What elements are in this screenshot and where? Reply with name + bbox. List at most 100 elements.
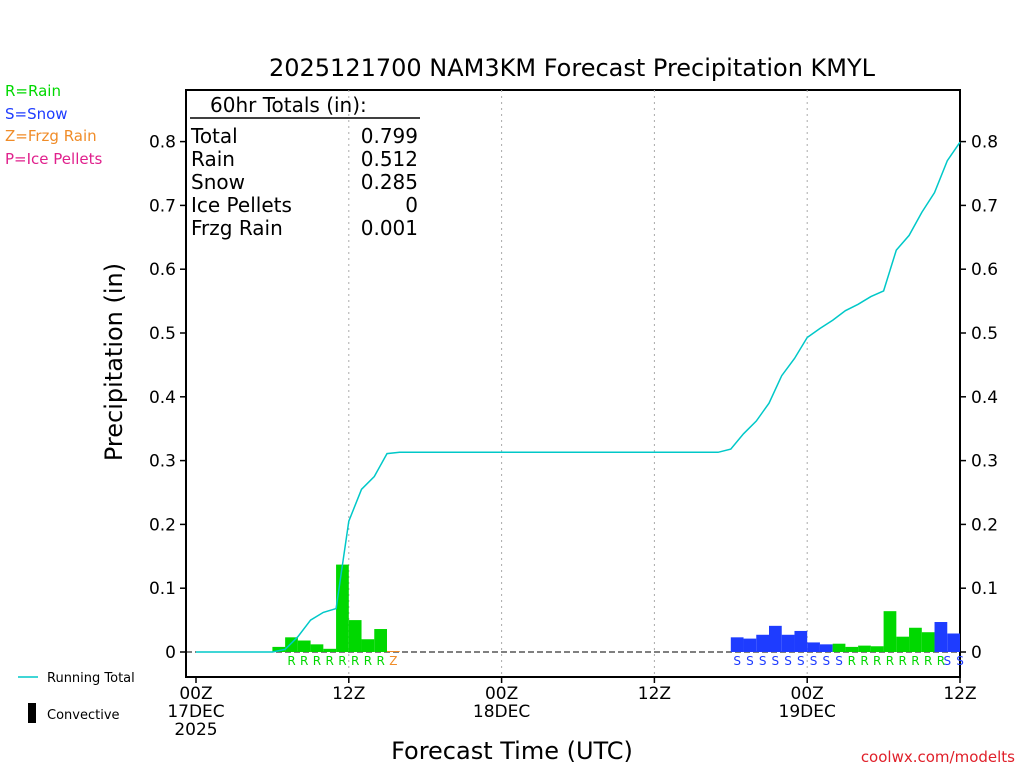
type-letter-5: R [351,654,359,668]
type-letter-13: S [784,654,792,668]
totals-heading: 60hr Totals (in): [210,93,367,117]
x-tick-label-0-0: 00Z [179,684,212,704]
precip-bar-16 [807,642,820,652]
y-tick-label-right-7: 0.7 [971,196,998,216]
convective-legend-swatch [28,703,36,723]
precip-bar-21 [870,646,884,652]
precip-bar-2 [297,640,311,652]
y-tick-label-left-6: 0.6 [149,260,176,280]
precip-bar-20 [858,645,871,652]
totals-value-ice-pellets: 0 [405,193,418,217]
y-tick-label-right-3: 0.3 [971,452,998,472]
x-tick-label-5-0: 12Z [943,684,976,704]
y-tick-label-left-1: 0.1 [149,579,176,599]
plot-frame [185,89,961,678]
precip-bar-3 [310,644,324,652]
y-tick-label-right-8: 0.8 [971,133,998,153]
totals-value-frzg-rain: 0.001 [361,216,418,240]
totals-label-rain: Rain [191,147,235,171]
y-tick-label-right-5: 0.5 [971,324,998,344]
y-axis-ticks: 0 0 0.1 0.1 0.2 0.2 0.3 0.3 0.4 0.4 0.5 0.5 0.6 0.6 0.… [149,133,998,663]
totals-label-total: Total [190,124,238,148]
y-tick-label-right-0: 0 [971,643,982,663]
type-letter-11: S [759,654,767,668]
source-credit: coolwx.com/modelts [861,748,1015,766]
type-letter-8: Z [389,654,397,668]
totals-value-snow: 0.285 [361,170,418,194]
legend-rain: R=Rain [5,82,61,100]
y-tick-label-left-2: 0.2 [149,515,176,535]
x-tick-label-0-2: 2025 [174,720,217,740]
precip-bar-23 [896,636,910,652]
precip-bar-19 [845,646,859,652]
type-letter-9: S [733,654,741,668]
x-tick-label-4-1: 19DEC [779,702,836,722]
gridlines [348,90,808,677]
x-tick-label-2-1: 18DEC [473,702,530,722]
precip-bar-8 [374,629,387,652]
running-total-legend-label: Running Total [47,671,135,686]
precip-bar-18 [832,643,846,652]
type-letter-6: R [364,654,372,668]
type-letter-14: S [797,654,805,668]
x-axis-label: Forecast Time (UTC) [391,737,633,765]
type-letter-17: S [835,654,843,668]
type-letter-10: S [746,654,754,668]
y-tick-label-left-0: 0 [165,643,176,663]
precip-bar-24 [909,627,922,652]
precip-bar-0 [272,646,286,652]
precip-bar-17 [819,644,833,652]
x-tick-label-1-0: 12Z [332,684,365,704]
precip-bar-10 [730,637,744,652]
precip-bar-7 [361,639,375,652]
precip-bar-27 [947,633,960,652]
precip-bar-4 [323,648,337,652]
totals-label-ice-pellets: Ice Pellets [191,193,292,217]
type-letter-20: R [873,654,881,668]
y-tick-label-right-1: 0.1 [971,579,998,599]
chart-title: 2025121700 NAM3KM Forecast Precipitation… [269,54,876,82]
totals-label-snow: Snow [191,170,245,194]
y-tick-label-left-5: 0.5 [149,324,176,344]
y-tick-label-left-8: 0.8 [149,133,176,153]
precip-type-labels: R R R R R R R R Z S S S S S S S S S R R R R R R R RS S [287,654,963,668]
type-letter-16: S [822,654,830,668]
precip-bar-25 [921,632,935,652]
y-axis-label: Precipitation (in) [100,263,128,461]
totals-value-total: 0.799 [361,124,418,148]
type-letter-26: S [943,654,951,668]
y-tick-label-right-6: 0.6 [971,260,998,280]
y-tick-label-right-4: 0.4 [971,388,998,408]
type-letter-12: S [772,654,780,668]
totals-value-rain: 0.512 [361,147,418,171]
type-letter-23: R [911,654,919,668]
type-letter-25: R [937,654,945,668]
type-letter-15: S [810,654,818,668]
x-tick-label-3-0: 12Z [638,684,671,704]
precip-bar-15 [794,630,808,652]
type-letter-7: R [376,654,384,668]
x-tick-label-2-0: 00Z [485,684,518,704]
x-tick-label-0-1: 17DEC [167,702,224,722]
convective-legend-label: Convective [47,708,120,723]
type-letter-1: R [300,654,308,668]
type-letter-0: R [287,654,295,668]
precip-bar-12 [756,634,769,652]
precip-bar-22 [883,611,897,652]
y-tick-label-left-3: 0.3 [149,452,176,472]
type-letter-21: R [886,654,894,668]
totals-box: 60hr Totals (in): Total 0.799 Rain 0.512… [190,93,420,240]
type-letter-2: R [313,654,321,668]
y-tick-label-right-2: 0.2 [971,515,998,535]
precip-bar-26 [934,622,948,652]
precip-bars [272,564,960,652]
y-tick-label-left-4: 0.4 [149,388,176,408]
precip-bar-9 [387,651,400,652]
running-total-line [196,141,961,653]
precip-bar-1 [285,637,298,652]
x-tick-label-4-0: 00Z [791,684,824,704]
type-letter-19: R [860,654,868,668]
legend-frzg-rain: Z=Frzg Rain [5,127,97,145]
